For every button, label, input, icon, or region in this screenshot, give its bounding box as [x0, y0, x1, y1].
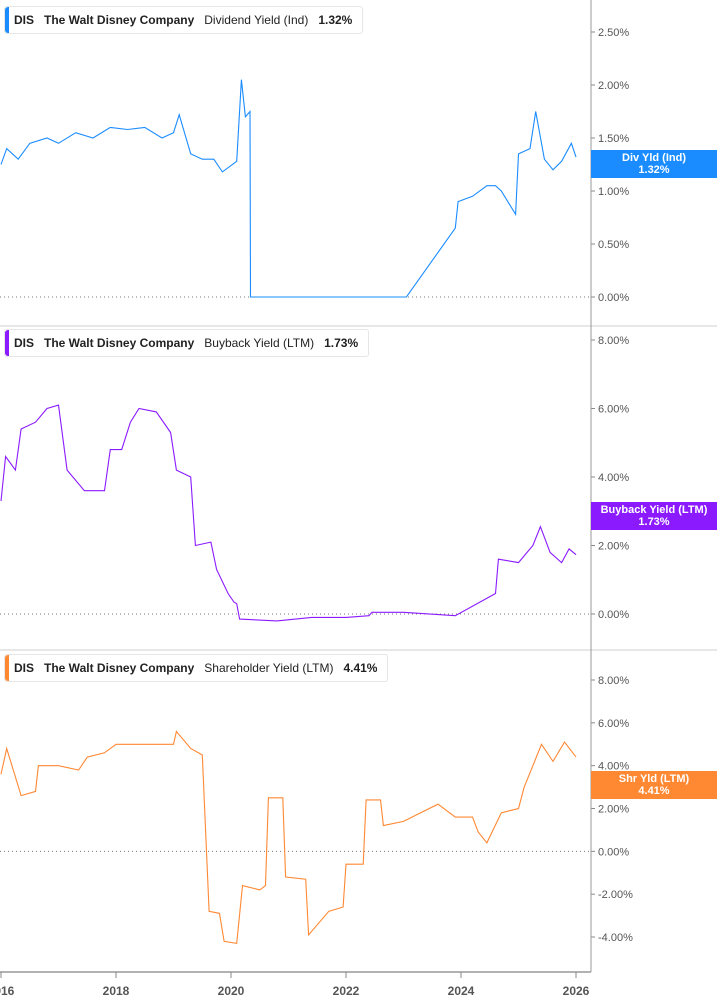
company-name: The Walt Disney Company	[44, 661, 195, 675]
value-tag-shareholder: Shr Yld (LTM) 4.41%	[591, 771, 717, 799]
value-tag-buyback: Buyback Yield (LTM) 1.73%	[591, 502, 717, 530]
x-tick-label: 2016	[0, 984, 15, 998]
legend-buyback: DIS The Walt Disney Company Buyback Yield …	[4, 329, 370, 357]
x-tick-label: 2024	[448, 984, 475, 998]
y-tick-label: 0.00%	[598, 846, 629, 858]
x-tick-label: 2020	[218, 984, 245, 998]
x-tick-label: 2026	[563, 984, 590, 998]
company-name: The Walt Disney Company	[44, 13, 195, 27]
ticker: DIS	[14, 13, 35, 27]
legend-dividend: DIS The Walt Disney Company Dividend Yield…	[4, 6, 364, 34]
y-tick-label: 0.50%	[598, 239, 629, 251]
y-tick-label: 6.00%	[598, 404, 629, 416]
tag-label: Shr Yld (LTM)	[618, 773, 690, 785]
y-tick-label: 4.00%	[598, 761, 629, 773]
y-tick-label: -2.00%	[598, 889, 633, 901]
y-tick-label: -4.00%	[598, 932, 633, 944]
y-tick-label: 4.00%	[598, 472, 629, 484]
y-tick-label: 1.50%	[598, 133, 629, 145]
series-line-1	[0, 404, 577, 622]
y-tick-label: 1.00%	[598, 186, 629, 198]
tag-value: 4.41%	[638, 785, 670, 797]
series-color-bar	[5, 7, 9, 33]
y-tick-label: 0.00%	[598, 292, 629, 304]
current-value: 1.32%	[318, 13, 353, 27]
x-tick-label: 2018	[103, 984, 130, 998]
y-tick-label: 8.00%	[598, 675, 629, 687]
company-name: The Walt Disney Company	[44, 336, 195, 350]
current-value: 1.73%	[324, 336, 359, 350]
value-tag-dividend: Div Yld (Ind) 1.32%	[591, 150, 717, 178]
y-tick-label: 2.50%	[598, 27, 629, 39]
series-color-bar	[5, 655, 9, 681]
metric-name: Dividend Yield (Ind)	[204, 13, 309, 27]
y-tick-label: 2.00%	[598, 804, 629, 816]
y-tick-label: 0.00%	[598, 609, 629, 621]
legend-shareholder: DIS The Walt Disney Company Shareholder Yi…	[4, 654, 389, 682]
metric-name: Shareholder Yield (LTM)	[204, 661, 334, 675]
ticker: DIS	[14, 661, 35, 675]
tag-value: 1.73%	[638, 516, 670, 528]
tag-label: Div Yld (Ind)	[622, 152, 686, 164]
series-color-bar	[5, 330, 9, 356]
series-line-0	[0, 79, 577, 298]
x-tick-label: 2022	[333, 984, 360, 998]
ticker: DIS	[14, 336, 35, 350]
y-tick-label: 2.00%	[598, 541, 629, 553]
current-value: 4.41%	[343, 661, 378, 675]
metric-name: Buyback Yield (LTM)	[204, 336, 315, 350]
y-tick-label: 6.00%	[598, 718, 629, 730]
y-tick-label: 2.00%	[598, 80, 629, 92]
tag-label: Buyback Yield (LTM)	[600, 504, 708, 516]
series-line-2	[0, 730, 577, 945]
y-tick-label: 8.00%	[598, 335, 629, 347]
tag-value: 1.32%	[638, 164, 670, 176]
